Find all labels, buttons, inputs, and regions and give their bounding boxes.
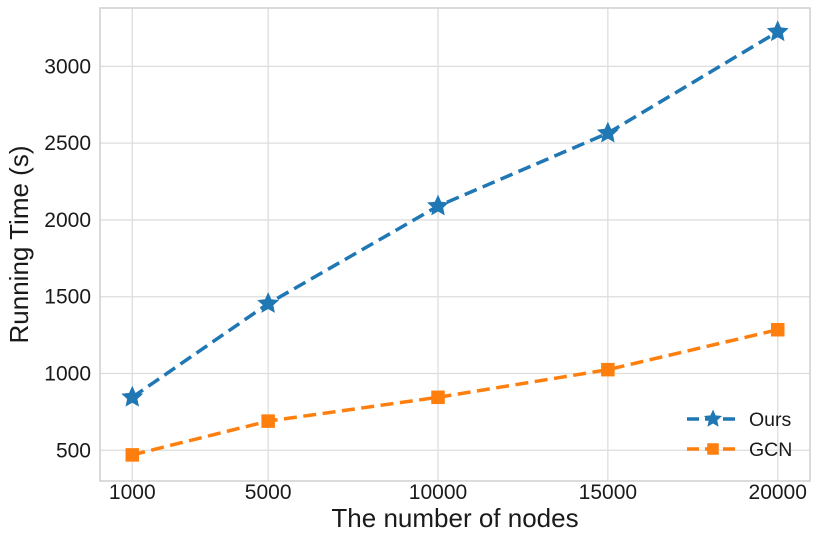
y-tick-label: 500 xyxy=(56,439,91,462)
x-tick-label: 5000 xyxy=(245,481,292,504)
x-axis-title: The number of nodes xyxy=(331,503,578,533)
square-marker-icon xyxy=(707,443,719,455)
axis-layer: 1000 5000 10000 15000 20000 500 1000 1500 2000 25… xyxy=(44,55,807,504)
y-tick-label: 1000 xyxy=(44,363,91,386)
x-tick-label: 20000 xyxy=(749,481,807,504)
legend-label: GCN xyxy=(749,439,792,461)
star-marker-icon xyxy=(427,194,449,216)
x-tick-label: 1000 xyxy=(109,481,156,504)
legend: Ours GCN xyxy=(687,409,792,461)
grid-layer xyxy=(99,7,811,482)
square-marker-icon xyxy=(125,448,140,462)
star-marker-icon xyxy=(766,20,789,42)
y-tick-label: 1500 xyxy=(44,286,91,309)
series-line-gcn xyxy=(131,328,779,457)
star-marker-icon xyxy=(596,121,619,143)
x-tick-label: 10000 xyxy=(409,481,467,504)
star-marker-icon xyxy=(121,385,144,407)
y-tick-label: 2500 xyxy=(44,132,91,155)
square-marker-icon xyxy=(770,322,785,337)
square-marker-icon xyxy=(431,390,445,405)
star-marker-icon xyxy=(257,292,280,313)
square-marker-icon xyxy=(601,362,615,377)
plot-border xyxy=(99,7,811,482)
legend-label: Ours xyxy=(749,409,792,431)
y-tick-label: 3000 xyxy=(44,55,91,78)
legend-item-ours: Ours xyxy=(687,409,792,431)
y-axis-title: Running Time (s) xyxy=(4,146,34,344)
series-line-ours xyxy=(131,30,779,399)
legend-item-gcn: GCN xyxy=(687,439,792,461)
x-tick-label: 15000 xyxy=(579,481,637,504)
square-marker-icon xyxy=(261,414,275,428)
series-layer xyxy=(121,20,789,462)
y-tick-label: 2000 xyxy=(44,209,91,232)
star-marker-icon xyxy=(703,409,723,427)
